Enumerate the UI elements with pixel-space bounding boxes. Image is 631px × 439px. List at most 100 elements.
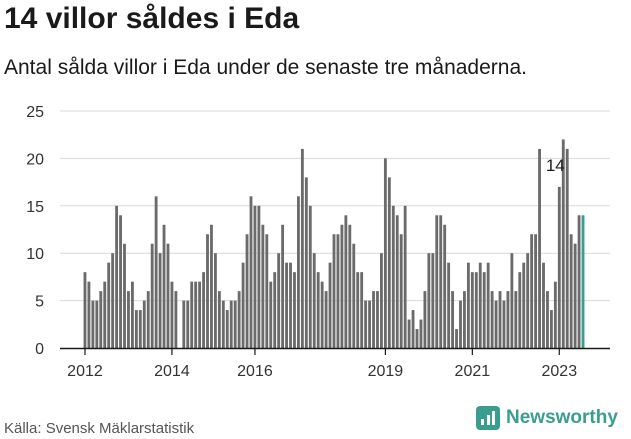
bar	[482, 272, 486, 348]
bar	[190, 281, 194, 348]
bar	[427, 253, 431, 348]
bar-latest	[581, 215, 585, 348]
bar	[415, 329, 419, 348]
bar	[217, 291, 221, 348]
bar	[451, 291, 455, 348]
latest-value-label: 14	[546, 156, 565, 175]
x-tick-label: 2014	[154, 363, 190, 380]
bar	[257, 205, 261, 348]
newsworthy-logo: Newsworthy	[476, 406, 618, 430]
x-tick-label: 2012	[67, 363, 103, 380]
chart-title: 14 villor såldes i Eda	[4, 2, 300, 35]
source-note: Källa: Svensk Mäklarstatistik	[4, 420, 195, 437]
bar	[514, 291, 518, 348]
bar	[557, 186, 561, 348]
bar	[411, 310, 415, 348]
y-tick-label: 15	[26, 199, 44, 216]
bar	[213, 253, 217, 348]
bar	[530, 234, 534, 348]
bar	[154, 196, 158, 348]
bar	[233, 300, 237, 348]
bar	[107, 262, 111, 348]
bar	[324, 291, 328, 348]
bar	[111, 253, 115, 348]
bar	[510, 253, 514, 348]
bar	[577, 215, 581, 348]
bar	[182, 300, 186, 348]
bar	[332, 234, 336, 348]
bar	[87, 281, 91, 348]
bar	[455, 329, 458, 348]
bar	[138, 310, 142, 348]
bar	[162, 224, 166, 348]
bar	[127, 291, 130, 348]
bar	[237, 291, 241, 348]
bar	[478, 262, 482, 348]
y-tick-label: 25	[26, 104, 44, 121]
bar	[372, 291, 375, 348]
bar	[95, 300, 99, 348]
bar	[134, 310, 138, 348]
bar	[569, 234, 573, 348]
bar	[328, 262, 332, 348]
bar	[119, 215, 122, 348]
bar	[439, 215, 443, 348]
bar	[123, 243, 126, 348]
bar	[518, 272, 522, 348]
bar	[435, 215, 439, 348]
bar	[261, 224, 265, 348]
bar	[486, 262, 490, 348]
bar	[186, 300, 190, 348]
bar	[526, 253, 530, 348]
brand-name: Newsworthy	[506, 407, 618, 428]
bar	[463, 291, 466, 348]
bar	[281, 224, 285, 348]
bar	[447, 262, 451, 348]
bar	[407, 319, 411, 348]
bar	[340, 224, 344, 348]
bar	[490, 291, 494, 348]
bar	[403, 205, 407, 348]
bar	[103, 281, 107, 348]
bar	[210, 224, 213, 348]
bar	[289, 262, 292, 348]
bar	[198, 281, 202, 348]
bar	[522, 262, 526, 348]
bar	[348, 224, 352, 348]
bar	[431, 253, 435, 348]
bar	[273, 272, 277, 348]
bar	[146, 291, 150, 348]
y-tick-label: 20	[26, 151, 44, 168]
bar	[360, 272, 364, 348]
bar	[166, 243, 170, 348]
bar	[142, 300, 146, 348]
x-tick-label: 2019	[368, 363, 404, 380]
bar	[419, 319, 423, 348]
x-tick-label: 2016	[237, 363, 273, 380]
bar	[395, 215, 399, 348]
bar	[194, 281, 198, 348]
bar	[316, 272, 320, 348]
bar	[565, 148, 569, 348]
bar	[91, 300, 95, 348]
bar	[308, 205, 312, 348]
bar	[546, 291, 549, 348]
bar	[277, 253, 281, 348]
bar	[249, 196, 253, 348]
bar	[83, 272, 87, 348]
bar	[312, 253, 316, 348]
bar	[399, 234, 403, 348]
bar	[423, 291, 427, 348]
bar	[387, 177, 391, 348]
y-tick-label: 10	[26, 246, 44, 263]
bar	[285, 262, 288, 348]
bar	[245, 234, 249, 348]
y-tick-label: 0	[35, 341, 44, 358]
bar-chart: 0 5 10 15 20 25 2012 2014 2016 2019 2021 2023 14	[26, 104, 610, 380]
bar	[573, 243, 577, 348]
bar	[459, 300, 462, 348]
bar	[158, 253, 162, 348]
bar	[115, 205, 119, 348]
bar	[297, 196, 300, 348]
bar	[221, 300, 225, 348]
